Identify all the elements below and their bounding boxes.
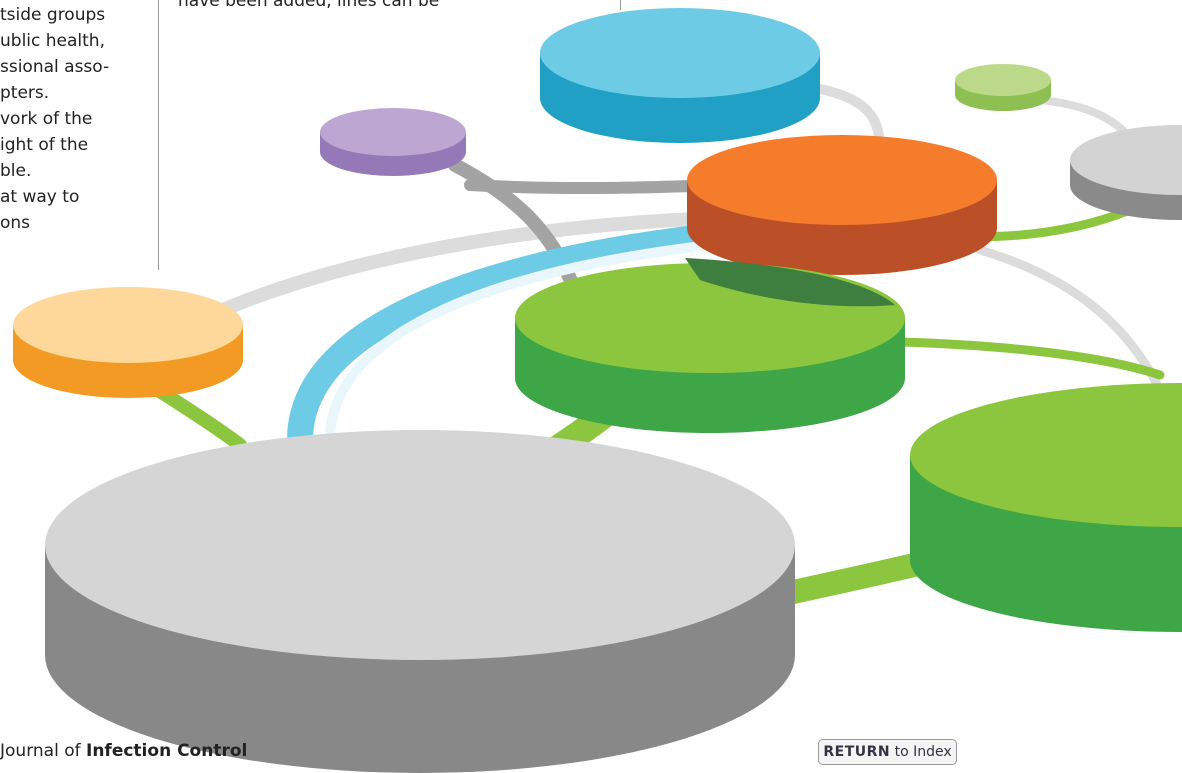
cylinder [45, 430, 795, 773]
text-line: ublic health, [0, 28, 156, 54]
journal-title: Infection Control [86, 741, 247, 761]
cylinder [540, 8, 820, 143]
cylinder [13, 287, 243, 398]
return-rest[interactable]: to Index [895, 744, 952, 760]
cylinder [955, 64, 1051, 111]
text-line: at way to [0, 184, 156, 210]
cylinder [910, 383, 1182, 632]
cylinder [1070, 125, 1182, 220]
return-button[interactable]: RETURN to Index [818, 739, 957, 765]
column-rule [620, 0, 621, 10]
column-rule [158, 0, 159, 270]
text-line: vork of the [0, 106, 156, 132]
page: {"left_column": {"lines": ["tside groups… [0, 0, 1182, 773]
cylinders [13, 8, 1182, 773]
journal-name: Journal of Infection Control [0, 741, 247, 761]
return-label[interactable]: RETURN [823, 744, 890, 760]
cylinder [320, 108, 466, 176]
middle-column: have been added, lines can be [178, 0, 439, 14]
text-line: pters. [0, 80, 156, 106]
text-line: ble. [0, 158, 156, 184]
text-line: ons [0, 210, 156, 236]
text-line: tside groups [0, 2, 156, 28]
text-line: ight of the [0, 132, 156, 158]
cylinder [515, 258, 905, 433]
text-line: have been added, lines can be [178, 0, 439, 14]
network-illustration [0, 0, 1182, 773]
text-line: ssional asso- [0, 54, 156, 80]
journal-prefix: Journal of [0, 741, 81, 761]
cylinder [687, 135, 997, 275]
